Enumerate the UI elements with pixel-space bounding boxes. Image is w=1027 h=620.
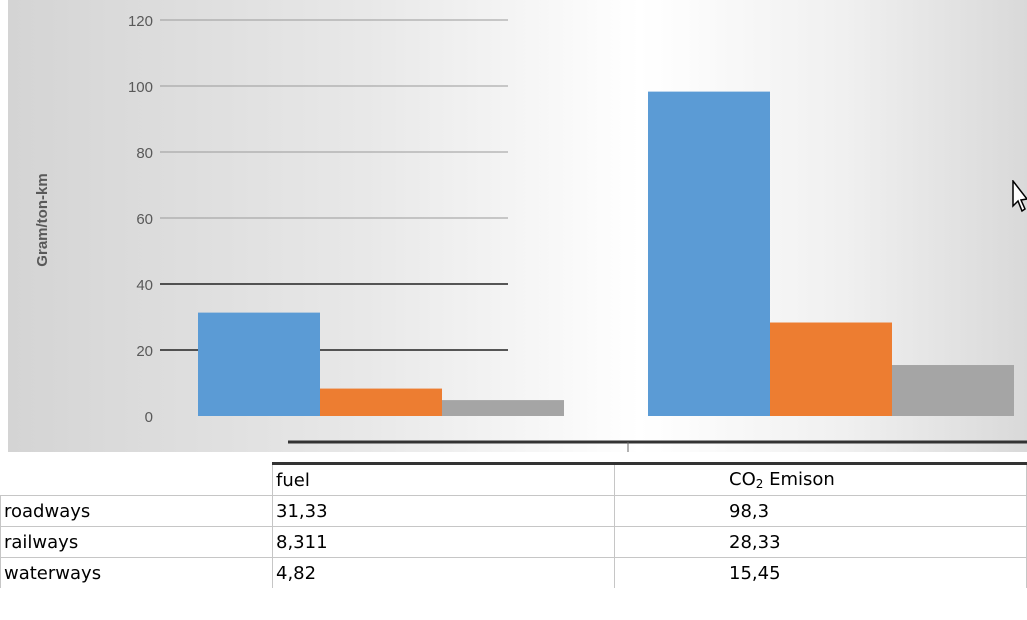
table-cell: 4,82 (272, 557, 615, 588)
table-cell: 15,45 (614, 557, 1027, 588)
header-text: Emison (763, 469, 835, 490)
bar (892, 365, 1014, 416)
table-header-cell: CO2 Emison (614, 462, 1027, 496)
table-header-row: fuel CO2 Emison (0, 462, 1027, 496)
bar (648, 91, 770, 417)
y-tick-label: 80 (136, 145, 153, 162)
table-cell: 28,33 (614, 526, 1027, 558)
y-axis-label: Gram/ton-km (34, 173, 51, 267)
y-tick-label: 40 (136, 277, 153, 294)
bar (198, 312, 320, 416)
table-cell: roadways (0, 495, 273, 527)
header-subscript: 2 (755, 477, 764, 491)
table-cell: railways (0, 526, 273, 558)
table-header-cell: fuel (272, 462, 615, 496)
table-header-cell (0, 463, 273, 496)
y-tick-label: 20 (136, 343, 153, 360)
table-row: roadways 31,33 98,3 (0, 495, 1027, 527)
table-cell: 31,33 (272, 495, 615, 527)
bar (442, 400, 564, 416)
y-tick-label: 120 (128, 13, 153, 30)
table-row: waterways 4,82 15,45 (0, 557, 1027, 588)
bar (770, 322, 892, 416)
y-tick-label: 60 (136, 211, 153, 228)
table-row: railways 8,311 28,33 (0, 526, 1027, 558)
table-cell: 98,3 (614, 495, 1027, 527)
table-cell: 8,311 (272, 526, 615, 558)
bar-chart: 0 20 40 60 80 100 120 (128, 13, 1027, 452)
bar (320, 388, 442, 416)
y-tick-label: 100 (128, 79, 153, 96)
mouse-cursor-icon (1012, 180, 1027, 213)
chart-area: 0 20 40 60 80 100 120 Gram/ton-km (8, 0, 1027, 452)
y-tick-label: 0 (145, 409, 153, 426)
header-text: CO (729, 469, 756, 490)
data-table: fuel CO2 Emison roadways 31,33 98,3 rail… (0, 462, 1027, 588)
table-cell: waterways (0, 557, 273, 588)
